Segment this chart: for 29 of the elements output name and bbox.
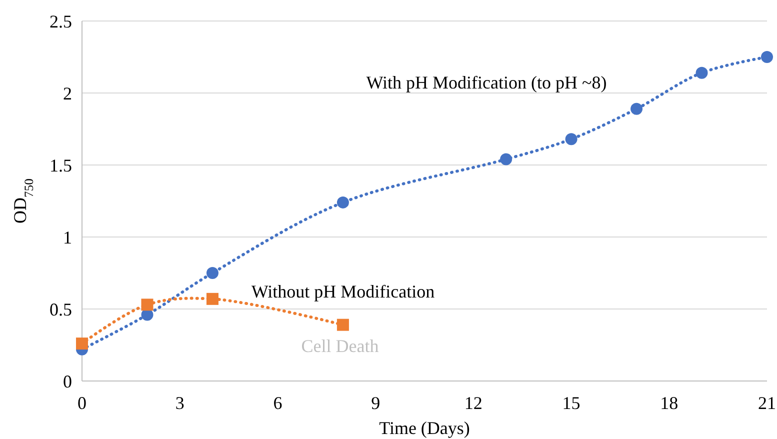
point	[336, 318, 349, 331]
series-label: With pH Modification (to pH ~8)	[366, 72, 607, 93]
y-tick-label: 2	[63, 83, 72, 104]
x-tick-label: 12	[464, 393, 482, 413]
point	[630, 102, 643, 115]
point	[206, 267, 218, 279]
point	[141, 298, 154, 311]
point	[761, 51, 773, 63]
annotation: Cell Death	[301, 336, 379, 356]
point	[500, 153, 512, 166]
point	[336, 196, 349, 208]
point	[206, 292, 218, 305]
point	[696, 66, 708, 79]
point	[76, 338, 88, 350]
x-tick-label: 3	[175, 393, 184, 413]
x-tick-label: 15	[562, 393, 580, 413]
x-tick-label: 0	[78, 393, 86, 413]
y-tick-label: 1.5	[50, 155, 72, 176]
y-tick-label: 0	[63, 371, 72, 392]
x-axis-title: Time (Days)	[379, 418, 470, 438]
x-tick-label: 9	[371, 393, 380, 413]
y-tick-label: 2.5	[50, 11, 72, 32]
y-tick-label: 0.5	[50, 299, 72, 320]
x-tick-label: 18	[660, 393, 678, 413]
x-tick-label: 6	[273, 393, 282, 413]
series-label: Without pH Modification	[251, 281, 435, 302]
y-tick-label: 1	[63, 227, 72, 248]
point	[565, 133, 578, 146]
x-tick-label: 21	[758, 393, 776, 413]
